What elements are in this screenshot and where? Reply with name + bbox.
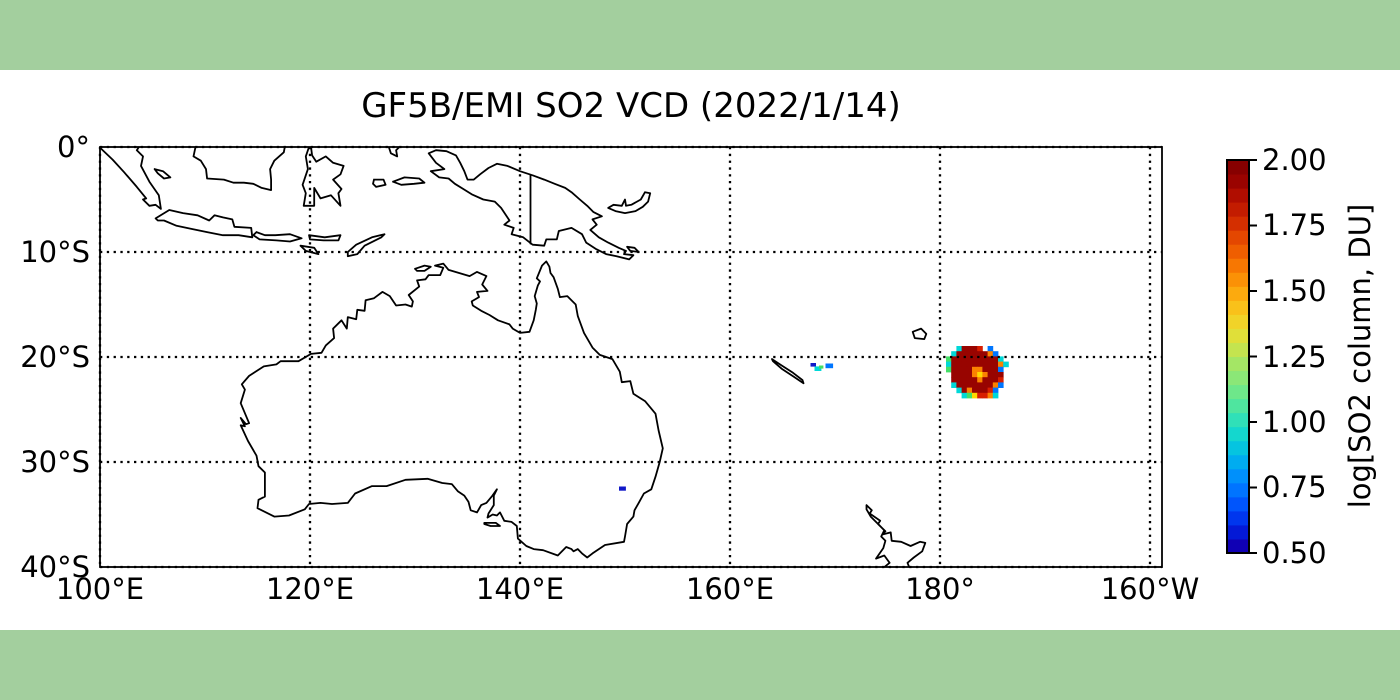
colorbar-step: [1227, 426, 1249, 442]
coastline-dentrecasteaux: [626, 245, 640, 253]
colorbar-step: [1227, 468, 1249, 484]
colorbar-step: [1227, 384, 1249, 400]
coastline-kangaroo-island: [483, 522, 501, 527]
colorbar-step: [1227, 244, 1249, 259]
coastline-bali-lombok-sumbawa: [252, 231, 303, 243]
colorbar-step: [1227, 454, 1249, 470]
coastlines-layer: [100, 147, 928, 567]
y-tick-label-20s: 20°S: [20, 340, 90, 374]
y-tick-label-10s: 10°S: [20, 235, 90, 269]
colorbar-step: [1227, 538, 1249, 554]
coastline-sumba: [299, 244, 320, 255]
colorbar: [1226, 159, 1257, 554]
coastline-flores: [308, 234, 342, 242]
colorbar-step: [1227, 510, 1249, 526]
colorbar-step: [1227, 370, 1249, 386]
x-tick-label-160w: 160°W: [1100, 572, 1200, 606]
colorbar-step: [1227, 216, 1249, 231]
y-tick-label-30s: 30°S: [20, 445, 90, 479]
x-tick-label-120e: 120°E: [265, 572, 355, 606]
coastline-australia: [239, 260, 664, 559]
coastline-nz-north-island: [865, 504, 927, 567]
top-green-banner: [0, 0, 1400, 70]
coastline-tiwi-islands: [414, 264, 432, 272]
cb-tick-label-175: 1.75: [1262, 208, 1327, 242]
coastline-new-britain: [607, 191, 652, 214]
coastline-fiji-viti-levu: [911, 327, 928, 340]
coastline-buru: [372, 178, 387, 188]
colorbar-step: [1227, 342, 1249, 357]
colorbar-step: [1227, 398, 1249, 414]
coastline-halmahera-tip: [387, 147, 401, 158]
y-tick-label-0: 0°: [57, 130, 90, 164]
coastline-new-guinea: [427, 149, 635, 261]
plot-title: GF5B/EMI SO2 VCD (2022/1/14): [361, 86, 901, 126]
colorbar-step: [1227, 328, 1249, 343]
colorbar-step: [1227, 230, 1249, 245]
colorbar-step: [1227, 412, 1249, 428]
colorbar-step: [1227, 440, 1249, 456]
y-tick-label-40s: 40°S: [20, 550, 90, 584]
colorbar-step: [1227, 300, 1249, 315]
cb-tick-label-125: 1.25: [1262, 340, 1327, 374]
cb-tick-label-100: 1.00: [1262, 405, 1327, 439]
coastline-new-caledonia: [771, 358, 805, 385]
bottom-green-banner: [0, 630, 1400, 700]
cb-tick-label-200: 2.00: [1262, 143, 1327, 177]
colorbar-axis-label: log[SO2 column, DU]: [1343, 203, 1377, 509]
so2-plume-layer: [619, 346, 1009, 491]
colorbar-step: [1227, 314, 1249, 329]
cb-tick-label-050: 0.50: [1262, 536, 1327, 570]
x-tick-label-180: 180°: [905, 572, 975, 606]
coastline-sulawesi: [301, 147, 345, 207]
colorbar-step: [1227, 160, 1249, 175]
coastline-borneo-south: [192, 147, 286, 191]
graticule-layer: [98, 145, 1162, 569]
colorbar-step: [1227, 174, 1249, 189]
colorbar-step: [1227, 356, 1249, 372]
colorbar-step: [1227, 202, 1249, 217]
colorbar-step: [1227, 286, 1249, 301]
colorbar-step: [1227, 496, 1249, 512]
colorbar-step: [1227, 524, 1249, 540]
x-tick-label-100e: 100°E: [55, 572, 145, 606]
x-tick-label-160e: 160°E: [685, 572, 775, 606]
colorbar-step: [1227, 272, 1249, 287]
cb-tick-label-075: 0.75: [1262, 470, 1327, 504]
colorbar-step: [1227, 188, 1249, 203]
colorbar-step: [1227, 258, 1249, 273]
coastline-java: [154, 209, 254, 239]
cb-tick-label-150: 1.50: [1262, 274, 1327, 308]
x-tick-label-140e: 140°E: [475, 572, 565, 606]
colorbar-step: [1227, 482, 1249, 498]
coastline-sumatra: [100, 147, 162, 210]
coastline-bangka: [153, 168, 172, 180]
coastline-seram: [392, 176, 426, 186]
